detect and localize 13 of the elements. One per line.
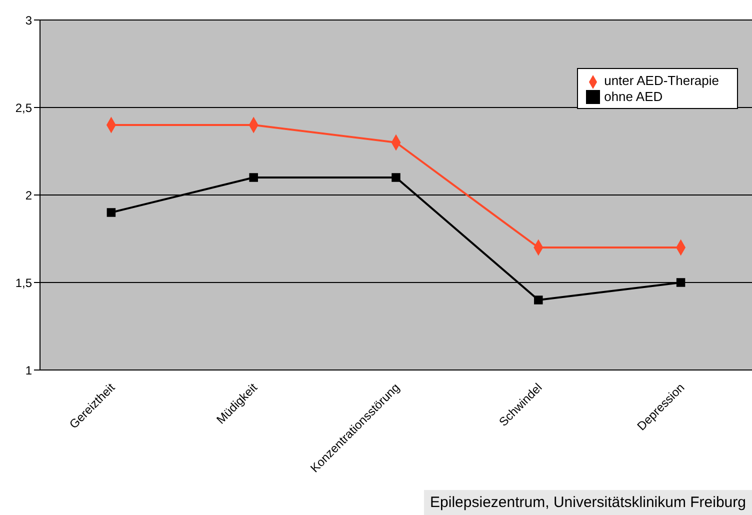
point: [249, 173, 258, 182]
y-tick-label: 2,5: [15, 100, 32, 115]
point: [106, 208, 116, 217]
point: [676, 278, 686, 287]
y-tick-label: 1: [25, 363, 32, 378]
y-tick-label: 1,5: [15, 276, 32, 290]
y-tick-label: 3: [25, 13, 32, 28]
y-tick-label: 2: [25, 188, 32, 202]
text: Epilepsiezentrum, Universitätsklinikum Freiburg: [424, 490, 752, 515]
point: [534, 296, 543, 304]
legend-label: ohne AED: [604, 88, 663, 104]
point: [392, 173, 400, 182]
legend-label: unter AED-Therapie: [604, 73, 719, 88]
